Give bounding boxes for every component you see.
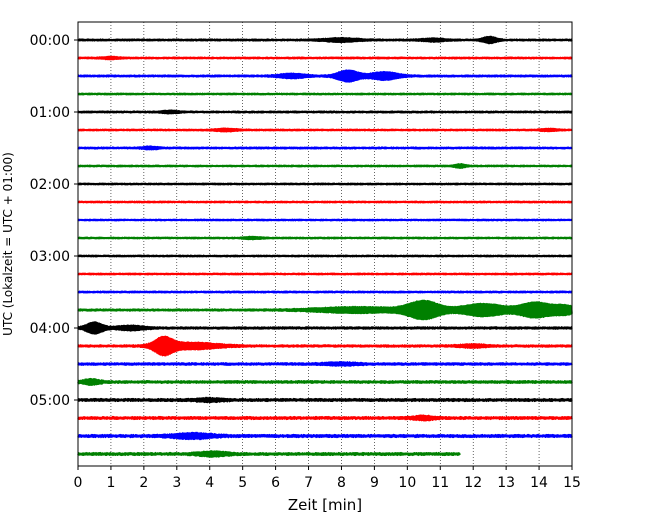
trace-line [77, 377, 573, 387]
trace-line [77, 92, 573, 96]
trace-line [77, 127, 573, 133]
y-tick-label: 03:00 [30, 249, 70, 265]
trace-line [77, 35, 573, 45]
trace-line [77, 431, 573, 441]
x-tick-label: 2 [139, 475, 148, 491]
trace-line [77, 396, 573, 404]
y-axis-ticks: 00:00 01:00 02:00 03:00 04:00 05:00 [30, 33, 78, 409]
y-axis-title: UTC (Lokalzeit = UTC + 01:00) [1, 152, 15, 336]
trace-line [77, 55, 573, 61]
trace-line [77, 69, 573, 83]
x-tick-label: 5 [238, 475, 247, 491]
trace-line [77, 163, 573, 170]
x-axis-title: Zeit [min] [288, 496, 362, 514]
x-tick-label: 3 [172, 475, 181, 491]
x-tick-label: 14 [530, 475, 548, 491]
x-tick-label: 6 [271, 475, 280, 491]
x-tick-label: 9 [370, 475, 379, 491]
x-tick-label: 11 [431, 475, 449, 491]
trace-line [77, 335, 573, 357]
trace-line [77, 182, 573, 186]
trace-line [77, 254, 573, 258]
plot-frame [77, 21, 573, 467]
y-tick-label: 00:00 [30, 33, 70, 49]
x-tick-label: 8 [337, 475, 346, 491]
y-tick-label: 01:00 [30, 105, 70, 121]
x-tick-label: 15 [563, 475, 581, 491]
trace-line [77, 200, 573, 204]
x-tick-label: 0 [74, 475, 83, 491]
x-axis-ticks: 0 1 2 3 4 5 6 7 8 9 10 11 12 13 14 15 [74, 466, 581, 491]
trace-line [77, 414, 573, 422]
y-tick-label: 04:00 [30, 321, 70, 337]
trace-line [77, 450, 461, 458]
trace-line [77, 290, 573, 294]
x-tick-label: 12 [464, 475, 482, 491]
trace-line [77, 360, 573, 367]
x-tick-label: 13 [497, 475, 515, 491]
trace-line [77, 109, 573, 115]
x-tick-label: 10 [398, 475, 416, 491]
x-tick-label: 4 [205, 475, 214, 491]
trace-line [77, 321, 573, 335]
x-tick-label: 1 [106, 475, 115, 491]
trace-line [77, 145, 573, 151]
trace-line [77, 272, 573, 276]
trace-line [77, 218, 573, 222]
trace-line [77, 299, 573, 321]
grid [110, 22, 540, 466]
trace-lines [77, 35, 573, 458]
trace-line [77, 235, 573, 241]
y-tick-label: 02:00 [30, 177, 70, 193]
x-tick-label: 7 [304, 475, 313, 491]
y-tick-label: 05:00 [30, 393, 70, 409]
